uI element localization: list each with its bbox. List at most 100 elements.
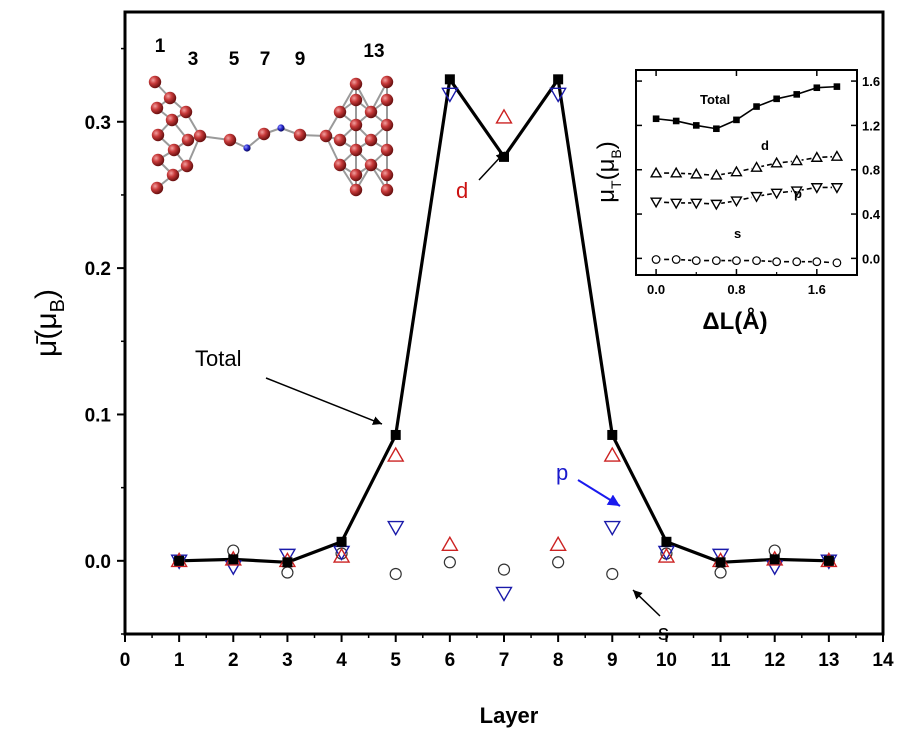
atom-red xyxy=(349,183,363,197)
point-d xyxy=(387,446,405,462)
y-axis-label: μ̄(μB) xyxy=(30,289,69,357)
point-d xyxy=(603,446,621,462)
structure-layer-number: 5 xyxy=(229,49,240,70)
inset-marker-bg xyxy=(651,196,662,207)
annotation-s-arrow xyxy=(632,589,661,617)
y-axis-label-sub: B xyxy=(47,299,69,312)
inset-point-total xyxy=(692,122,700,129)
inset-point-s xyxy=(711,256,721,265)
point-s xyxy=(389,567,402,581)
inset-point-total xyxy=(793,91,801,98)
inset-marker-bg xyxy=(831,182,842,193)
atom-red xyxy=(349,168,363,182)
inset-point-total xyxy=(713,125,720,133)
inset-label-total: Total xyxy=(700,92,730,107)
annotation-total-text: Total xyxy=(195,346,241,371)
inset-point-d xyxy=(810,151,823,162)
inset-point-s xyxy=(651,255,661,264)
point-p xyxy=(603,520,621,537)
y-tick-label: 0.3 xyxy=(85,113,111,134)
atom-red xyxy=(333,158,347,172)
atom-red xyxy=(333,133,347,147)
atom-red xyxy=(364,105,378,119)
x-tick-label: 2 xyxy=(228,650,239,671)
inset-point-p xyxy=(710,199,723,211)
inset-y-label-main: μ xyxy=(593,189,620,203)
inset-point-p xyxy=(790,186,803,198)
annotation-p: p xyxy=(556,460,621,507)
point-s xyxy=(552,556,565,569)
atom-red xyxy=(380,93,394,107)
inset-point-d xyxy=(730,165,743,177)
inset-point-d xyxy=(830,150,844,161)
inset-point-s xyxy=(832,258,842,268)
point-p xyxy=(387,520,405,537)
inset-point-p xyxy=(770,188,783,200)
atom-red xyxy=(333,105,347,119)
atom-red xyxy=(364,158,378,172)
x-tick-label: 9 xyxy=(607,650,618,671)
inset-point-total xyxy=(652,115,660,123)
y-tick-label: 0.0 xyxy=(85,552,111,573)
point-d xyxy=(495,108,513,124)
inset-point-total xyxy=(672,117,680,125)
point-total xyxy=(769,554,780,565)
inset-line-p xyxy=(656,186,837,205)
y-tick-label: 0.2 xyxy=(85,259,111,280)
inset-y-tick-label: 0.4 xyxy=(862,207,881,222)
atom-red xyxy=(148,75,162,89)
atom-red xyxy=(181,133,195,147)
inset-point-total xyxy=(733,116,740,124)
x-tick-label: 1 xyxy=(174,650,185,671)
atom-red xyxy=(151,128,165,142)
inset-point-d xyxy=(710,168,723,180)
inset-point-d xyxy=(770,156,783,168)
point-total xyxy=(823,555,834,566)
atom-red xyxy=(150,101,164,115)
inset-marker-bg xyxy=(651,168,662,179)
atom-red xyxy=(165,113,179,127)
svg-text:μ̄(μB): μ̄(μB) xyxy=(30,289,69,357)
inset-x-tick-label: 1.6 xyxy=(808,282,826,297)
point-p xyxy=(549,87,567,103)
point-p xyxy=(495,586,513,602)
x-tick-label: 11 xyxy=(711,650,732,671)
inset-point-total xyxy=(813,84,821,92)
x-tick-label: 8 xyxy=(553,650,564,671)
inset-y-tick-label: 1.2 xyxy=(862,118,880,133)
structure-layer-number: 3 xyxy=(188,49,199,70)
atom-red xyxy=(293,128,307,142)
inset-label-d: d xyxy=(761,138,769,153)
inset-point-p xyxy=(670,198,683,210)
y-axis-ticks: 0.0 0.1 0.2 0.3 xyxy=(85,47,125,635)
inset-marker-bg xyxy=(671,168,682,179)
inset-series-total xyxy=(652,83,841,133)
inset-y-label-rest: (μ xyxy=(593,159,620,181)
point-total xyxy=(390,429,401,440)
point-total xyxy=(607,429,618,440)
inset-y-tick-label: 0.0 xyxy=(862,251,880,266)
annotation-total: Total xyxy=(195,346,383,425)
atom-red xyxy=(223,133,237,147)
inset-label-p: p xyxy=(794,186,802,201)
annotation-p-text: p xyxy=(556,460,568,485)
inset-point-d xyxy=(670,166,683,178)
atom-red xyxy=(380,75,394,89)
point-p xyxy=(441,87,459,103)
inset-y-label-close: ) xyxy=(593,141,620,149)
point-d xyxy=(549,535,567,552)
atom-red xyxy=(380,143,394,157)
inset-marker-bg xyxy=(731,195,742,206)
point-total xyxy=(715,557,726,568)
atom-red xyxy=(193,129,207,143)
inset-y-label-sub2: B xyxy=(608,149,624,158)
inset-x-tick-label: 0.0 xyxy=(647,282,665,297)
x-tick-label: 5 xyxy=(390,650,401,671)
inset-y-axis-ticks: 0.0 0.4 0.8 1.2 1.6 xyxy=(636,74,881,266)
inset-marker-bg xyxy=(811,152,822,163)
annotation-d: d xyxy=(456,151,506,203)
inset-point-p xyxy=(690,198,703,210)
inset-line-total xyxy=(656,85,837,130)
inset-marker-bg xyxy=(791,155,802,166)
